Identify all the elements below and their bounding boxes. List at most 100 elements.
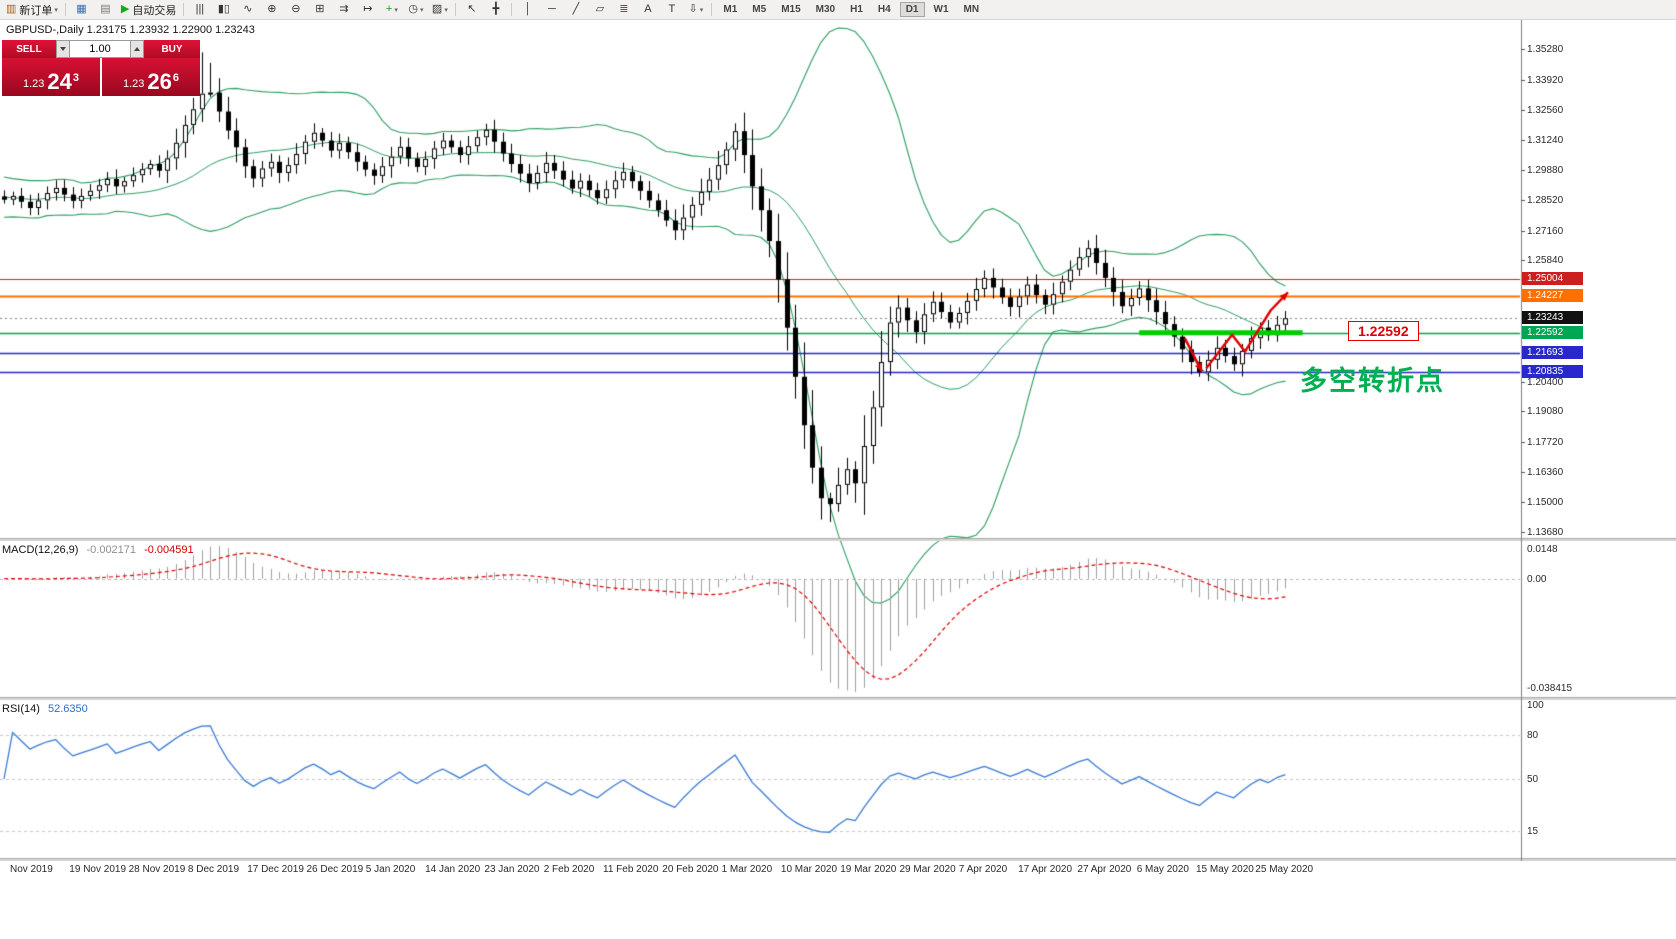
price-scale-tick: 1.31240 [1527, 134, 1564, 146]
sell-price-button[interactable]: 1.23 24 3 [2, 58, 100, 96]
fibonacci-button[interactable]: ≣ [612, 0, 635, 19]
sell-button[interactable]: SELL [2, 40, 56, 58]
date-label: 20 Feb 2020 [662, 864, 719, 875]
horizontal-line-button[interactable]: ─ [540, 0, 563, 19]
templates-button[interactable]: ▨ ▾ [428, 0, 451, 19]
timeframe-m30-button[interactable]: M30 [815, 4, 836, 15]
buy-price-button[interactable]: 1.23 26 6 [102, 58, 200, 96]
indicators-button[interactable]: + ▾ [380, 0, 403, 19]
trendline-button[interactable]: ╱ [564, 0, 587, 19]
templates-icon: ▨ [431, 3, 443, 15]
date-label: 5 Jan 2020 [365, 864, 416, 875]
chart-bars-button[interactable]: ||| [188, 0, 211, 19]
date-label: 19 Mar 2020 [840, 864, 897, 875]
date-label: 25 May 2020 [1255, 864, 1314, 875]
toolbar-separator [511, 3, 513, 16]
timeframe-m5-button[interactable]: M5 [752, 4, 767, 15]
date-label: 11 Feb 2020 [603, 864, 659, 875]
zoom-in-icon: ⊕ [267, 3, 277, 15]
macd-main-value: -0.002171 [86, 544, 137, 556]
trendline-icon: ╱ [572, 3, 580, 15]
price-scale-tick: 1.27160 [1527, 225, 1564, 237]
buy-button[interactable]: BUY [144, 40, 200, 58]
rsi-scale-tick: 15 [1527, 825, 1539, 837]
auto-trading-icon: ▶ [120, 3, 130, 15]
dropdown-caret-icon: ▾ [419, 6, 424, 14]
date-label: 17 Dec 2019 [247, 864, 304, 875]
zoom-out-button[interactable]: ⊖ [284, 0, 307, 19]
timeframe-h1-button[interactable]: H1 [850, 4, 863, 15]
dropdown-caret-icon: ▾ [444, 6, 448, 14]
rsi-indicator-label: RSI(14) 52.6350 [2, 703, 88, 715]
text-button[interactable]: A [636, 0, 659, 19]
arrows-button[interactable]: ⇩ ▾ [684, 0, 707, 19]
tile-windows-icon: ⊞ [315, 3, 325, 15]
macd-scale-zero: 0.00 [1527, 573, 1547, 585]
price-scale-tick: 1.13680 [1527, 526, 1564, 538]
date-label: 17 Apr 2020 [1018, 864, 1073, 875]
profiles-icon: ▤ [100, 3, 111, 15]
new-order-icon: ▥ [6, 3, 17, 15]
charts-window-button[interactable]: ▦ [70, 0, 93, 19]
toolbar-separator [711, 3, 713, 16]
rsi-value: 52.6350 [47, 703, 88, 715]
auto-scroll-button[interactable]: ⇉ [332, 0, 355, 19]
chart-shift-button[interactable]: ↦ [356, 0, 379, 19]
price-scale-tick: 1.19080 [1527, 406, 1564, 418]
date-label: 29 Mar 2020 [899, 864, 956, 875]
indicators-icon: + [385, 3, 393, 15]
price-scale-tick: 1.33920 [1527, 74, 1564, 86]
timeframe-m15-button[interactable]: M15 [781, 4, 801, 15]
chart-line-button[interactable]: ∿ [236, 0, 259, 19]
macd-name: MACD(12,26,9) [2, 544, 79, 556]
date-label: 1 Mar 2020 [721, 864, 773, 875]
new-order-button-label: 新订单 [19, 4, 53, 17]
channel-button[interactable]: ▱ [588, 0, 611, 19]
crosshair-button[interactable]: ╋ [484, 0, 507, 19]
chart-shift-icon: ↦ [363, 3, 373, 15]
date-label: 19 Nov 2019 [69, 864, 127, 875]
chart-line-icon: ∿ [243, 3, 253, 15]
macd-indicator-label: MACD(12,26,9) -0.002171 -0.004591 [2, 544, 194, 556]
price-badge: 1.24227 [1522, 289, 1583, 303]
buy-price-base: 1.23 [122, 78, 145, 90]
toolbar-separator [183, 3, 185, 16]
profiles-button[interactable]: ▤ [94, 0, 117, 19]
volume-input[interactable] [70, 40, 130, 58]
new-order-button[interactable]: ▥ 新订单 ▾ [3, 0, 61, 19]
volume-increase-button[interactable] [130, 40, 144, 58]
auto-trading-button[interactable]: ▶ 自动交易 [118, 0, 179, 19]
timeframe-mn-button[interactable]: MN [963, 4, 980, 15]
fibonacci-icon: ≣ [619, 3, 629, 15]
price-scale-tick: 1.35280 [1527, 44, 1564, 56]
price-scale-tick: 1.16360 [1527, 466, 1564, 478]
dropdown-caret-icon: ▾ [394, 6, 398, 14]
macd-signal-value: -0.004591 [144, 544, 194, 556]
tile-windows-button[interactable]: ⊞ [308, 0, 331, 19]
price-level-label[interactable]: 1.22592 [1348, 321, 1419, 341]
decrease-arrow-icon [60, 47, 66, 51]
date-label: 26 Dec 2019 [306, 864, 364, 875]
zoom-in-button[interactable]: ⊕ [260, 0, 283, 19]
label-button[interactable]: T [660, 0, 683, 19]
price-scale-tick: 1.29880 [1527, 165, 1564, 177]
dropdown-caret-icon: ▾ [54, 6, 58, 14]
timeframe-w1-button[interactable]: W1 [933, 4, 949, 15]
cursor-button[interactable]: ↖ [460, 0, 483, 19]
turning-point-annotation[interactable]: 多空转折点 [1300, 366, 1445, 396]
date-label: 8 Dec 2019 [187, 864, 240, 875]
timeframe-m1-button[interactable]: M1 [723, 4, 738, 15]
price-scale-tick: 1.25840 [1527, 255, 1564, 267]
chart-title: GBPUSD-,Daily 1.23175 1.23932 1.22900 1.… [6, 24, 255, 36]
date-label: Nov 2019 [10, 864, 53, 875]
timeframe-h4-button[interactable]: H4 [877, 4, 891, 15]
timeframe-d1-button[interactable]: D1 [899, 2, 925, 17]
date-label: 6 May 2020 [1136, 864, 1189, 875]
main-toolbar: ▥ 新订单 ▾ ▦ ▤ ▶ 自动交易 ||| ▮▯ ∿ ⊕ ⊖ ⊞ ⇉ ↦ + ▾ ◷ ▾ ▨ ▾ ↖ ╋ │ ─ ╱ ▱ ≣ A T ⇩ ▾… [0, 0, 1676, 20]
volume-decrease-button[interactable] [56, 40, 70, 58]
vertical-line-button[interactable]: │ [516, 0, 539, 19]
periods-button[interactable]: ◷ ▾ [404, 0, 427, 19]
price-badge: 1.22592 [1522, 325, 1583, 339]
chart-candles-button[interactable]: ▮▯ [212, 0, 235, 19]
